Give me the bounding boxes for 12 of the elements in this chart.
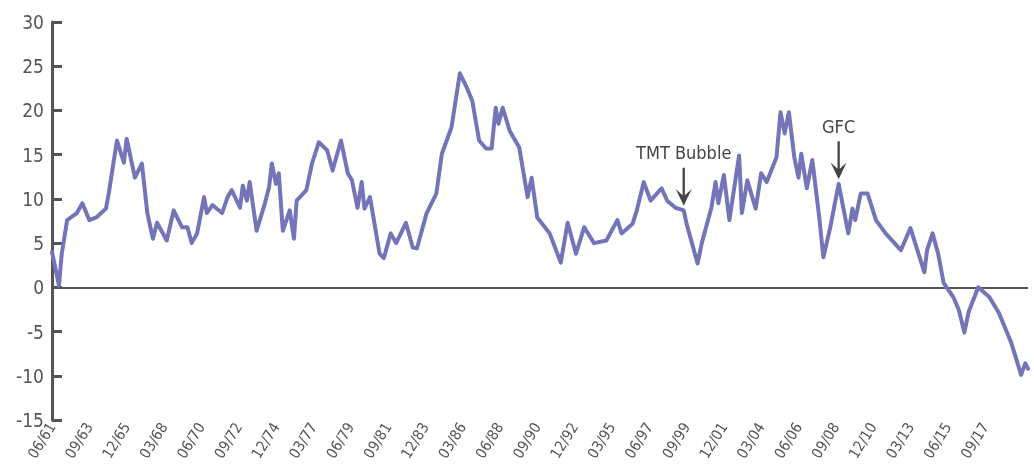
y-tick-label: 20 <box>22 99 44 122</box>
annotation: GFC <box>822 115 856 137</box>
y-tick-label: 10 <box>22 187 44 210</box>
y-tick-label: 15 <box>22 143 44 166</box>
line-series <box>50 71 1030 377</box>
y-tick-label: -10 <box>16 364 44 387</box>
y-tick-label: 0 <box>33 276 44 299</box>
y-tick-label: 25 <box>22 55 44 78</box>
annotation: TMT Bubble <box>635 142 732 164</box>
y-tick-label: 5 <box>33 232 44 255</box>
y-tick-label: 30 <box>22 11 44 33</box>
y-tick-label: -5 <box>26 320 44 343</box>
